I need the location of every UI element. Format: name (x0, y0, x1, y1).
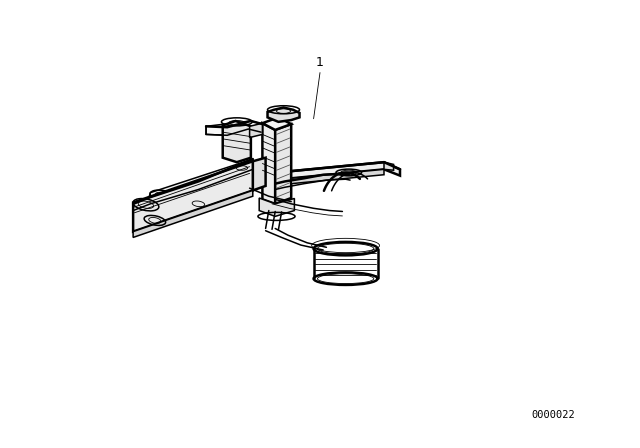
Polygon shape (262, 123, 275, 204)
Polygon shape (253, 158, 266, 190)
Polygon shape (250, 123, 262, 138)
Polygon shape (133, 161, 253, 232)
Polygon shape (268, 108, 300, 122)
Polygon shape (291, 169, 384, 184)
Polygon shape (133, 159, 253, 215)
Polygon shape (259, 198, 294, 216)
Polygon shape (275, 124, 291, 204)
Text: 1: 1 (316, 56, 324, 69)
Polygon shape (384, 162, 394, 170)
Polygon shape (262, 117, 291, 130)
Polygon shape (206, 121, 262, 135)
Polygon shape (223, 121, 251, 162)
Polygon shape (133, 190, 253, 237)
Polygon shape (291, 162, 400, 178)
Text: 0000022: 0000022 (532, 410, 575, 420)
